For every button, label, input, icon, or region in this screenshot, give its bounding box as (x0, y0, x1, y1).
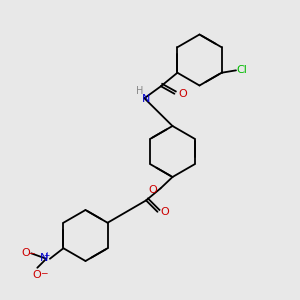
Text: N: N (40, 254, 49, 263)
Text: O: O (178, 89, 187, 99)
Text: O: O (32, 270, 41, 280)
Text: −: − (27, 248, 35, 257)
Text: O: O (149, 184, 158, 195)
Text: O: O (160, 207, 169, 218)
Text: −: − (40, 268, 48, 277)
Text: Cl: Cl (237, 65, 248, 75)
Text: N: N (141, 94, 150, 104)
Text: H: H (136, 86, 143, 96)
Text: +: + (43, 251, 49, 260)
Text: O: O (22, 248, 30, 258)
